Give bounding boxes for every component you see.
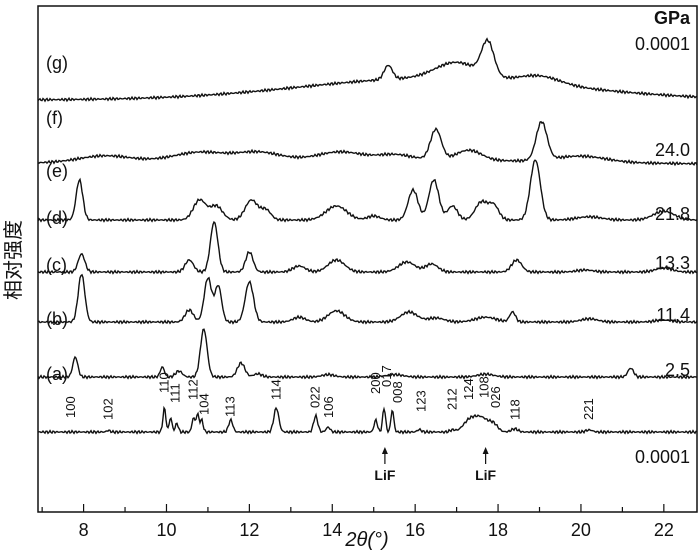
- hkl-label: 104: [197, 393, 212, 415]
- curve-labels: (a) (b) (c) (d) (e) (f) (g): [46, 53, 68, 384]
- x-tick-label: 22: [654, 520, 674, 540]
- curve-label: (c): [46, 255, 67, 275]
- diffraction-curve: [37, 120, 698, 167]
- pressure-label: 21.8: [655, 204, 690, 224]
- x-tick-label: 16: [405, 520, 425, 540]
- hkl-label: 212: [444, 388, 459, 410]
- curve-label: (b): [46, 309, 68, 329]
- x-tick-label: 14: [322, 520, 342, 540]
- pressure-label: 0.0001: [635, 447, 690, 467]
- hkl-label: 200: [368, 372, 383, 394]
- lif-arrowhead: [381, 447, 388, 454]
- x-axis-ticks: 8 10 12 14 16 18 20 22: [41, 504, 674, 540]
- curve-label: (f): [46, 108, 63, 128]
- curve-label: (d): [46, 208, 68, 228]
- hkl-label: 008: [390, 381, 405, 403]
- hkl-label: 100: [63, 396, 78, 418]
- curve-label: (e): [46, 161, 68, 181]
- hkl-label: 118: [507, 399, 522, 420]
- y-axis-label: 相对强度: [1, 220, 25, 300]
- pressure-labels: 0.0001 2.5 11.4 13.3 21.8 24.0 0.0001: [635, 34, 690, 467]
- hkl-label: 112: [185, 379, 200, 400]
- diffraction-curve: [37, 159, 698, 223]
- pressure-label: 2.5: [665, 360, 690, 380]
- lif-annotations: LiF LiF: [374, 447, 497, 483]
- diffraction-curves: [37, 37, 698, 435]
- diffraction-curve: [37, 405, 697, 435]
- curve-label: (g): [46, 53, 68, 73]
- diffraction-curve: [37, 37, 698, 103]
- plot-frame: [37, 5, 698, 513]
- hkl-label: 123: [413, 390, 428, 412]
- hkl-label: 110: [156, 372, 171, 393]
- hkl-label: 221: [581, 398, 596, 420]
- hkl-label: 026: [488, 386, 503, 408]
- diffraction-curve: [37, 328, 698, 380]
- hkl-label: 022: [308, 386, 323, 408]
- x-tick-label: 20: [571, 520, 591, 540]
- lif-label: LiF: [374, 467, 395, 483]
- hkl-label: 113: [223, 396, 238, 417]
- hkl-label: 111: [168, 383, 183, 403]
- hkl-label: 124: [461, 378, 476, 400]
- hkl-label: 102: [100, 398, 115, 420]
- x-tick-label: 12: [239, 520, 259, 540]
- x-tick-label: 18: [488, 520, 508, 540]
- pressure-label: 13.3: [655, 253, 690, 273]
- pressure-label: 24.0: [655, 140, 690, 160]
- pressure-label: 0.0001: [635, 34, 690, 54]
- hkl-label: 108: [476, 376, 491, 398]
- hkl-label: 114: [268, 379, 283, 400]
- lif-arrowhead: [482, 447, 489, 454]
- x-axis-label: 2θ(°): [344, 529, 388, 551]
- lif-label: LiF: [475, 467, 496, 483]
- x-tick-label: 10: [156, 520, 176, 540]
- hkl-label: 106: [321, 396, 336, 418]
- x-tick-label: 8: [79, 520, 89, 540]
- pressure-unit-label: GPa: [654, 8, 691, 28]
- diffraction-curve: [37, 273, 698, 325]
- diffraction-curve: [37, 220, 698, 275]
- pressure-label: 11.4: [656, 305, 690, 325]
- hkl-label: 017: [379, 365, 394, 387]
- curve-label: (a): [46, 364, 68, 384]
